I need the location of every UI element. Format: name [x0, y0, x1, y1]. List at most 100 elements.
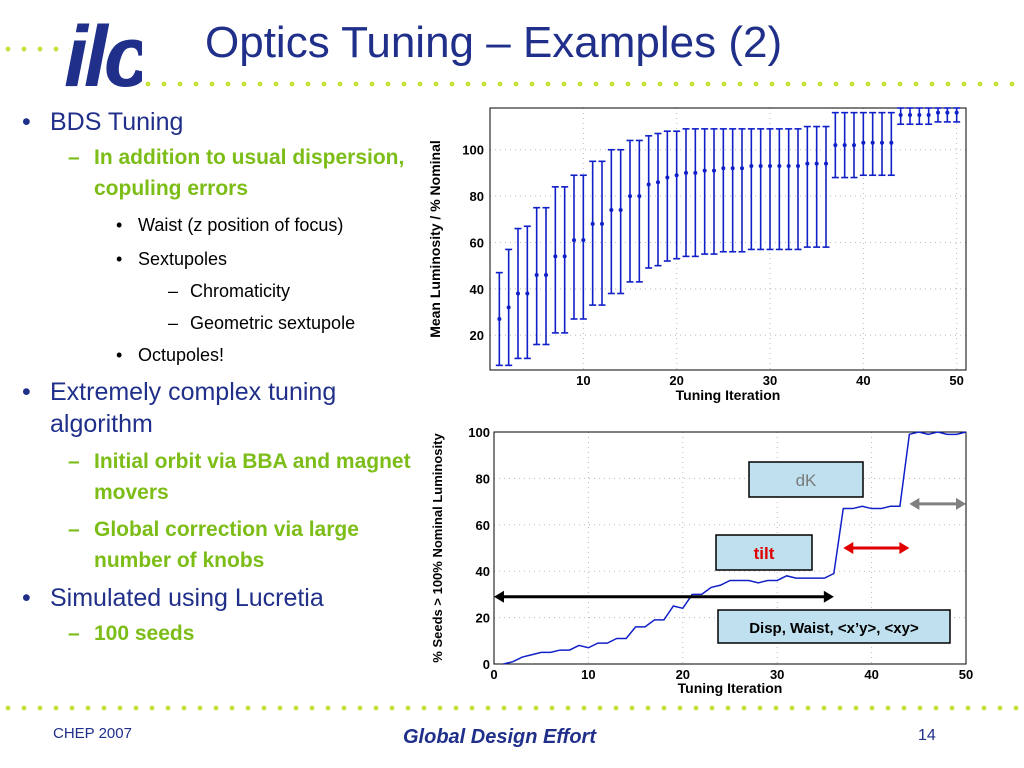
chart2-ytick-label: 80	[476, 471, 490, 486]
data-point	[805, 161, 810, 166]
chart2-ytick-label: 0	[483, 657, 490, 672]
disp-label: Disp, Waist, <x’y>, <xy>	[749, 620, 919, 637]
chart2-ytick-label: 60	[476, 518, 490, 533]
item-geometric-sextupole: Geometric sextupole	[20, 310, 420, 336]
chart1-ytick-label: 40	[470, 282, 484, 297]
sub-bullet-coupling-errors: In addition to usual dispersion, copulin…	[20, 142, 420, 204]
item-sextupoles: Sextupoles	[20, 246, 420, 272]
data-point	[852, 143, 856, 148]
tilt-range-arrow-head-left	[843, 542, 854, 554]
data-point	[581, 238, 586, 243]
data-point	[814, 161, 819, 166]
data-point	[562, 254, 567, 259]
chart2-ytick-label: 20	[476, 611, 490, 626]
data-point	[609, 208, 614, 213]
chart1-grid	[490, 108, 966, 370]
ilc-logo: ilc	[64, 10, 142, 92]
dk-range-arrow-head-left	[909, 497, 920, 510]
chart1-xtick-label: 30	[763, 373, 777, 388]
page-number: 14	[918, 727, 936, 744]
top-dot-rule	[140, 81, 1024, 87]
data-point	[880, 140, 884, 145]
data-point	[861, 140, 866, 145]
sub-bullet-global-correction: Global correction via large number of kn…	[20, 514, 420, 576]
data-point	[628, 194, 632, 199]
disp-range-arrow-head-left	[494, 590, 504, 603]
chart1-ytick-label: 80	[470, 189, 484, 204]
data-point	[936, 110, 940, 115]
chart1-marks	[495, 107, 961, 367]
data-point	[945, 110, 950, 115]
seeds-chart: 0 10 20 30 40 50 0 20 40 60 80 100 Tuning Iteration…	[430, 425, 973, 696]
data-point	[730, 166, 735, 171]
chart1-ytick-label: 100	[462, 143, 484, 158]
chart1-xtick-label: 50	[949, 373, 963, 388]
data-point	[656, 180, 660, 185]
data-point	[506, 305, 511, 310]
data-point	[712, 168, 716, 173]
data-point	[740, 166, 744, 171]
data-point	[749, 163, 754, 168]
data-point	[693, 170, 698, 175]
data-point	[590, 221, 595, 226]
data-point	[497, 316, 502, 321]
data-point	[926, 112, 931, 117]
chart2-xlabel: Tuning Iteration	[678, 680, 783, 696]
dk-range-arrow-head-right	[956, 497, 966, 510]
series-line	[503, 431, 967, 665]
item-waist: Waist (z position of focus)	[20, 212, 420, 238]
data-point	[917, 112, 922, 117]
chart2-xtick-label: 50	[959, 667, 973, 682]
slide-title: Optics Tuning – Examples (2)	[205, 18, 783, 67]
data-point	[786, 163, 791, 168]
data-point	[777, 163, 782, 168]
chart2-marks	[503, 431, 967, 665]
data-point	[553, 254, 558, 259]
data-point	[842, 143, 847, 148]
data-point	[525, 291, 530, 296]
luminosity-chart: 10 20 30 40 50 20 40 60 80 100 Tuning Iteration M…	[427, 107, 967, 403]
dk-label: dK	[796, 471, 817, 490]
bullet-tuning-algorithm: Extremely complex tuning algorithm	[20, 376, 420, 440]
data-point	[908, 112, 912, 117]
chart2-frame	[493, 431, 967, 665]
chart1-ylabel: Mean Luminosity / % Nominal	[427, 140, 443, 338]
chart1-xtick-label: 10	[576, 373, 590, 388]
data-point	[758, 163, 763, 168]
dk-box	[748, 461, 864, 498]
tilt-box	[715, 534, 813, 571]
data-point	[534, 272, 539, 277]
data-point	[544, 272, 548, 277]
data-point	[646, 182, 651, 187]
chart1-tick-labels: 10 20 30 40 50 20 40 60 80 100	[462, 143, 964, 388]
chart2-xtick-label: 10	[581, 667, 595, 682]
chart1-ytick-label: 60	[470, 235, 484, 250]
chart1-xtick-label: 40	[856, 373, 870, 388]
chart2-arrows	[494, 497, 966, 603]
disp-box	[717, 609, 951, 644]
item-octupoles: Octupoles!	[20, 342, 420, 368]
footer-title: Global Design Effort	[403, 726, 596, 748]
logo-text: ilc	[64, 10, 142, 92]
sub-bullet-initial-orbit: Initial orbit via BBA and magnet movers	[20, 446, 420, 508]
chart2-ytick-label: 100	[468, 425, 490, 440]
sub-bullet-100-seeds: 100 seeds	[20, 618, 420, 649]
bullet-list: BDS Tuning In addition to usual dispersi…	[20, 100, 420, 649]
chart2-xtick-label: 20	[676, 667, 690, 682]
bottom-dot-rule	[0, 705, 1024, 711]
item-chromaticity: Chromaticity	[20, 278, 420, 304]
chart2-ylabel: % Seeds > 100% Nominal Luminosity	[430, 433, 445, 663]
data-point	[898, 112, 903, 117]
data-point	[796, 163, 800, 168]
bullet-bds-tuning: BDS Tuning	[20, 106, 420, 138]
data-point	[702, 168, 707, 173]
data-point	[684, 170, 688, 175]
data-point	[870, 140, 875, 145]
data-point	[665, 175, 670, 180]
tilt-label: tilt	[754, 544, 775, 563]
chart1-xlabel: Tuning Iteration	[676, 387, 781, 403]
data-point	[833, 143, 838, 148]
footer-conference: CHEP 2007	[53, 725, 132, 742]
chart2-tick-labels: 0 10 20 30 40 50 0 20 40 60 80 100	[468, 425, 973, 682]
data-point	[954, 110, 959, 115]
